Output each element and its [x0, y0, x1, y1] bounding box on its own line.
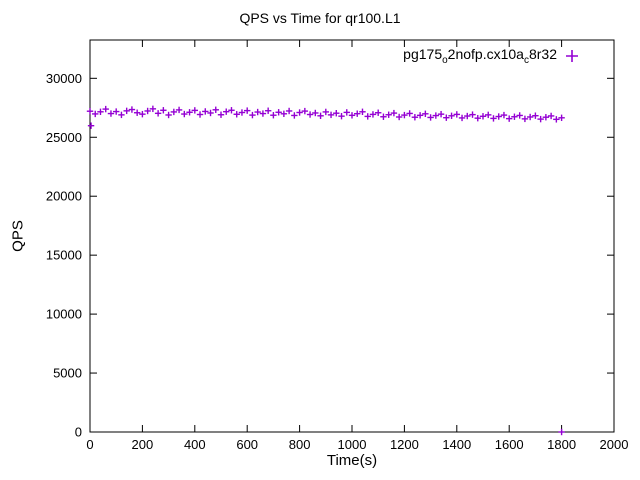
- x-axis-label: Time(s): [326, 452, 378, 469]
- svg-text:0: 0: [86, 437, 93, 452]
- svg-text:30000: 30000: [46, 71, 82, 86]
- legend-label-subscript: c: [523, 54, 529, 66]
- svg-text:25000: 25000: [46, 130, 82, 145]
- svg-text:5000: 5000: [53, 366, 82, 381]
- svg-text:1200: 1200: [390, 437, 419, 452]
- svg-text:1600: 1600: [495, 437, 524, 452]
- svg-text:1800: 1800: [547, 437, 576, 452]
- plus-marker-path: [566, 49, 578, 62]
- legend-label-part: 8r32: [528, 46, 557, 62]
- svg-text:600: 600: [236, 437, 258, 452]
- legend-series-label: pg175o2nofp.cx10ac8r32: [403, 46, 557, 66]
- legend-label-part: pg175: [403, 46, 443, 62]
- legend: pg175o2nofp.cx10ac8r32: [403, 46, 580, 66]
- svg-text:400: 400: [184, 437, 206, 452]
- svg-text:800: 800: [289, 437, 311, 452]
- plus-marker-icon: [566, 49, 578, 62]
- svg-text:200: 200: [132, 437, 154, 452]
- chart-title: QPS vs Time for qr100.L1: [239, 10, 401, 26]
- svg-text:20000: 20000: [46, 189, 82, 204]
- svg-text:10000: 10000: [46, 307, 82, 322]
- svg-text:0: 0: [75, 425, 82, 440]
- svg-text:15000: 15000: [46, 248, 82, 263]
- svg-text:1000: 1000: [338, 437, 367, 452]
- legend-label-subscript: o: [442, 54, 448, 66]
- svg-text:2000: 2000: [600, 437, 629, 452]
- svg-text:1400: 1400: [442, 437, 471, 452]
- legend-label-part: 2nofp.cx10a: [447, 46, 524, 62]
